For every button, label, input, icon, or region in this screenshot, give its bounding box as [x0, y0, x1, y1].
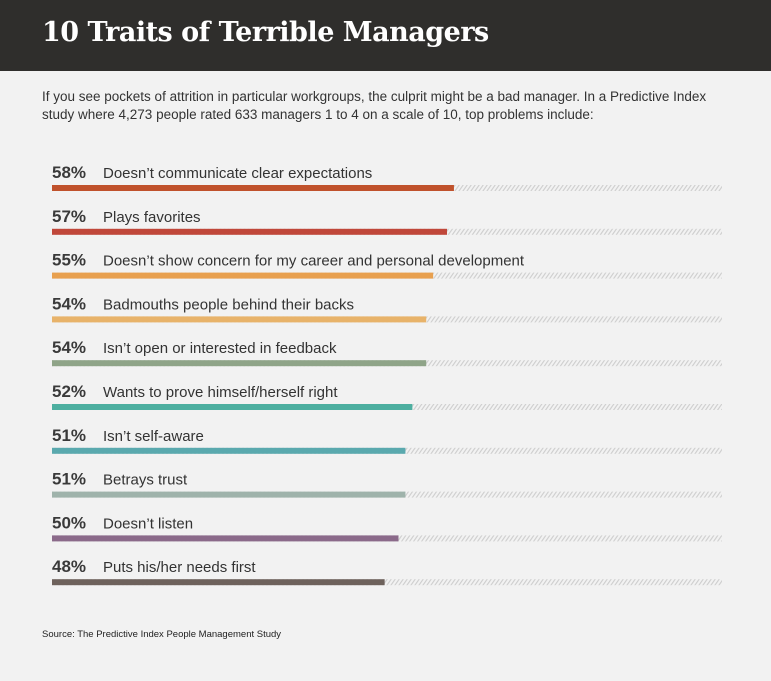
bar-value-label: 50%: [52, 513, 86, 532]
bar-category-label: Doesn’t listen: [103, 515, 193, 532]
title-banner: 10 Traits of Terrible Managers: [0, 0, 771, 71]
bar-row: 57% Plays favorites: [52, 207, 722, 235]
bar: [52, 316, 427, 323]
bar: [52, 185, 454, 191]
bar-category-label: Betrays trust: [103, 472, 188, 489]
bar-row: 52% Wants to prove himself/herself right: [52, 382, 722, 410]
bar-value-label: 54%: [52, 294, 86, 313]
bar-row: 50% Doesn’t listen: [52, 513, 722, 542]
bar-row: 51% Betrays trust: [52, 470, 722, 498]
bar-category-label: Isn’t open or interested in feedback: [103, 340, 337, 357]
bar-row: 58% Doesn’t communicate clear expectation…: [52, 163, 722, 191]
bar-row: 54% Isn’t open or interested in feedback: [52, 338, 722, 367]
bar: [52, 360, 427, 367]
bar-row: 54% Badmouths people behind their backs: [52, 294, 722, 323]
bar-value-label: 48%: [52, 557, 86, 576]
bar-category-label: Plays favorites: [103, 209, 201, 226]
bar: [52, 535, 399, 542]
bar: [52, 272, 434, 279]
bar: [52, 228, 448, 235]
bar: [52, 579, 385, 586]
bar: [52, 447, 406, 454]
bar-row: 55% Doesn’t show concern for my career an…: [52, 251, 722, 279]
bar: [52, 491, 406, 498]
source-note: Source: The Predictive Index People Mana…: [42, 629, 282, 640]
bar-category-label: Doesn’t show concern for my career and p…: [103, 253, 525, 270]
bar-category-label: Wants to prove himself/herself right: [103, 384, 338, 401]
bar-value-label: 55%: [52, 251, 86, 270]
bar-row: 48% Puts his/her needs first: [52, 557, 722, 586]
bar-category-label: Doesn’t communicate clear expectations: [103, 165, 372, 182]
bar-value-label: 57%: [52, 207, 86, 226]
bar-track: [52, 579, 722, 586]
chart-subtitle: If you see pockets of attrition in parti…: [42, 89, 707, 122]
bar: [52, 404, 413, 410]
bar-value-label: 58%: [52, 163, 86, 182]
chart-title: 10 Traits of Terrible Managers: [42, 17, 489, 48]
bar-category-label: Isn’t self-aware: [103, 428, 204, 445]
bar-value-label: 51%: [52, 426, 86, 445]
bar-row: 51% Isn’t self-aware: [52, 426, 722, 454]
bar-category-label: Puts his/her needs first: [103, 559, 256, 576]
bar-category-label: Badmouths people behind their backs: [103, 296, 354, 313]
bar-value-label: 51%: [52, 470, 86, 489]
bar-value-label: 54%: [52, 338, 86, 357]
bar-value-label: 52%: [52, 382, 86, 401]
